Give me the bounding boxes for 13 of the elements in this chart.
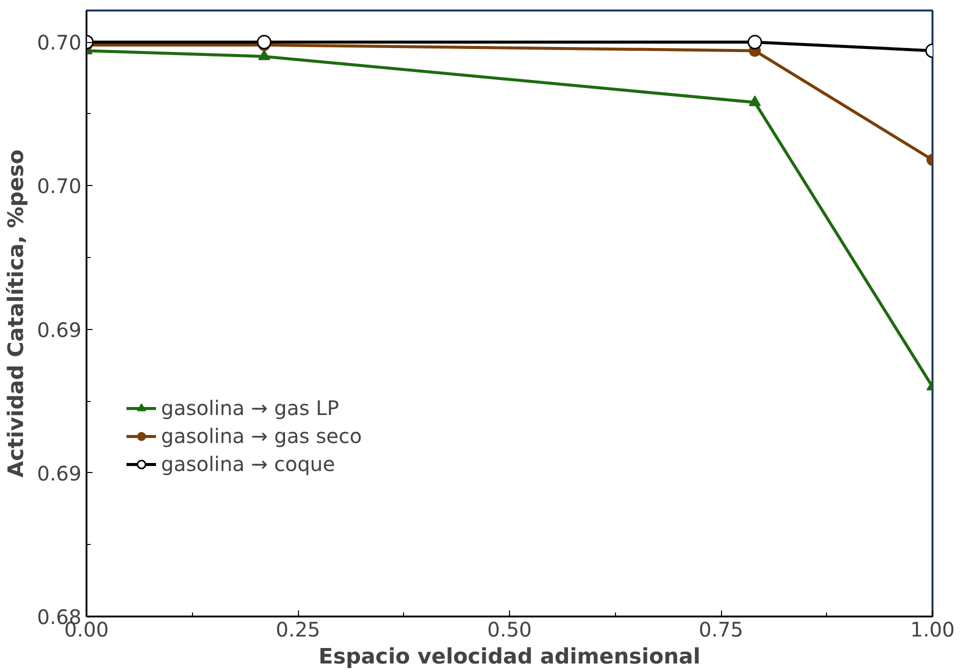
legend-label: gasolina → gas LP — [161, 396, 340, 420]
y-tick-label: 0.69 — [36, 318, 82, 342]
y-tick-label: 0.70 — [36, 174, 82, 198]
x-tick-label: 0.75 — [698, 618, 744, 642]
y-tick-label: 0.69 — [36, 461, 82, 486]
x-tick-label: 1.00 — [910, 618, 955, 642]
x-tick-label: 0.25 — [276, 618, 320, 642]
x-tick-label: 0.50 — [487, 618, 532, 642]
x-axis-title: Espacio velocidad adimensional — [318, 644, 700, 670]
y-tick-label: 0.70 — [36, 30, 82, 55]
legend-label: gasolina → coque — [161, 452, 336, 476]
legend-label: gasolina → gas seco — [161, 424, 362, 448]
y-axis-title: Actividad Catalítica, %peso — [4, 149, 29, 478]
